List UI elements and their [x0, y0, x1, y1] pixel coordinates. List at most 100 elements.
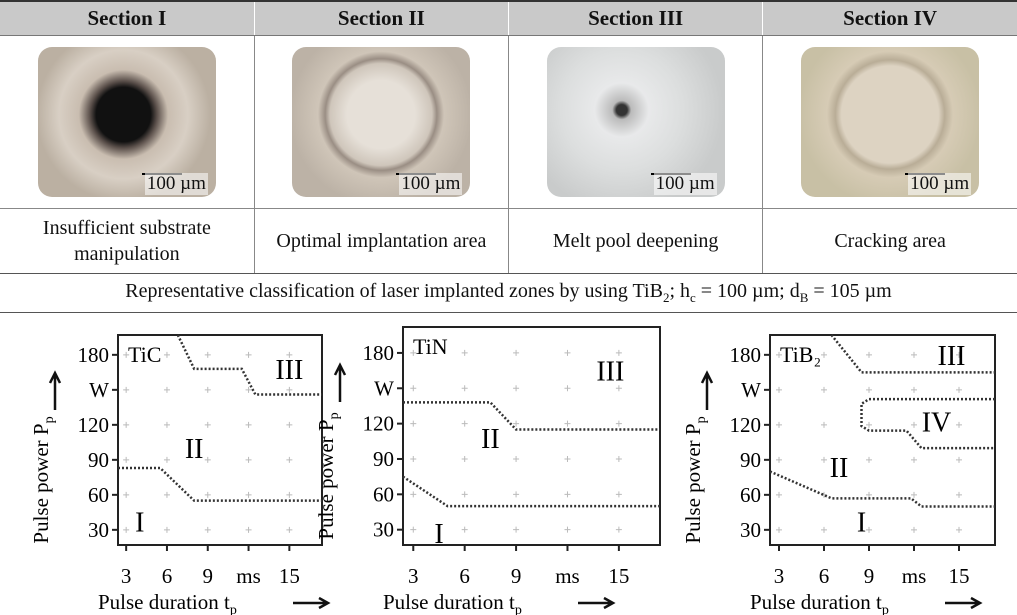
grid-cross	[866, 421, 872, 428]
x-arrow	[945, 596, 983, 610]
x-tick-label: 3	[121, 564, 132, 588]
y-label-sub: p	[694, 416, 709, 423]
grid-cross	[163, 421, 170, 428]
x-tick-label: 3	[774, 564, 785, 588]
grid-cross	[956, 386, 962, 393]
grid-cross	[513, 526, 520, 533]
grid-cross	[245, 491, 252, 498]
region-label: III	[938, 341, 966, 372]
y-label-sub: p	[42, 416, 57, 423]
x-label-sub: p	[882, 603, 889, 615]
x-axis-label: Pulse duration tp	[383, 590, 522, 615]
y-arrow	[333, 362, 347, 402]
y-axis-label: Pulse power Pp	[314, 412, 342, 539]
y-label-text: Pulse power P	[29, 423, 53, 543]
grid-cross	[513, 491, 520, 498]
y-arrow	[700, 370, 714, 410]
grid-cross	[286, 456, 293, 463]
region-label: IV	[922, 407, 952, 438]
y-tick-label: 180	[363, 341, 395, 365]
grid-cross	[245, 386, 252, 393]
x-label-sub: p	[515, 603, 522, 615]
y-tick-label: W	[741, 378, 761, 402]
grid-cross	[286, 351, 293, 358]
grid-cross	[615, 349, 622, 356]
grid-cross	[821, 421, 827, 428]
micrograph: 100 µm	[801, 47, 980, 197]
grid-cross	[956, 421, 962, 428]
grid-cross	[204, 456, 211, 463]
boundary	[402, 475, 660, 508]
grid-cross	[163, 386, 170, 393]
grid-cross	[564, 455, 571, 462]
grid-cross	[615, 420, 622, 427]
grid-cross	[286, 421, 293, 428]
grid-cross	[866, 351, 872, 358]
grid-cross	[204, 491, 211, 498]
header: Section IV	[762, 0, 1017, 36]
region-label: I	[135, 508, 144, 539]
y-tick-label: 30	[740, 518, 761, 542]
grid-cross	[615, 526, 622, 533]
x-axis-label: Pulse duration tp	[750, 590, 889, 615]
grid-cross	[866, 386, 872, 393]
material-label: TiC	[128, 342, 161, 367]
grid-cross	[776, 386, 782, 393]
grid-cross	[615, 455, 622, 462]
caption: Representative classification of laser i…	[0, 273, 1017, 313]
description: Melt pool deepening	[507, 208, 763, 274]
grid-cross	[204, 386, 211, 393]
caption-text: Representative classification of laser i…	[125, 280, 663, 302]
y-label-text: Pulse power P	[681, 423, 705, 543]
x-label-text: Pulse duration t	[98, 590, 230, 614]
image-cell: 100 µm	[762, 35, 1017, 209]
y-tick-label: 30	[88, 518, 109, 542]
grid-cross	[866, 526, 872, 533]
y-tick-label: W	[89, 378, 109, 402]
boundary	[403, 401, 660, 431]
plot-frame	[117, 334, 323, 546]
y-tick-label: 120	[363, 412, 395, 436]
plot-frame	[402, 326, 661, 546]
boundary	[860, 397, 995, 450]
grid-cross	[163, 526, 170, 533]
grid-cross	[204, 421, 211, 428]
grid-cross	[123, 456, 130, 463]
image-cell: 100 µm	[253, 35, 509, 209]
x-tick-label: 3	[408, 564, 419, 588]
grid-cross	[821, 351, 827, 358]
grid-cross	[286, 526, 293, 533]
x-tick-label: 9	[864, 564, 875, 588]
y-tick-label: 60	[373, 482, 394, 506]
grid-cross	[286, 386, 293, 393]
caption-text: = 100 µm; d	[695, 280, 800, 302]
grid-cross	[163, 351, 170, 358]
y-axis-label: Pulse power Pp	[681, 416, 709, 543]
caption-subscript: 2	[662, 290, 670, 305]
region-label: III	[275, 355, 303, 386]
x-tick-label: 15	[279, 564, 300, 588]
grid-cross	[461, 385, 468, 392]
caption-text: = 105 µm	[808, 280, 892, 302]
grid-cross	[956, 351, 962, 358]
scale-label: 100 µm	[653, 173, 717, 195]
grid-cross	[615, 385, 622, 392]
material-label: TiN	[413, 334, 448, 359]
grid-cross	[821, 456, 827, 463]
grid-cross	[513, 349, 520, 356]
x-label-text: Pulse duration t	[750, 590, 882, 614]
description: Optimal implantation area	[253, 208, 509, 274]
region-label: II	[830, 453, 849, 484]
y-tick-label: 180	[730, 343, 762, 367]
grid-cross	[821, 386, 827, 393]
description: Cracking area	[762, 208, 1017, 274]
grid-cross	[776, 421, 782, 428]
grid-cross	[410, 455, 417, 462]
grid-cross	[911, 491, 917, 498]
grid-cross	[123, 421, 130, 428]
y-arrow	[48, 370, 62, 410]
micrograph: 100 µm	[546, 47, 725, 197]
grid-cross	[513, 385, 520, 392]
x-tick-label: ms	[902, 564, 927, 588]
